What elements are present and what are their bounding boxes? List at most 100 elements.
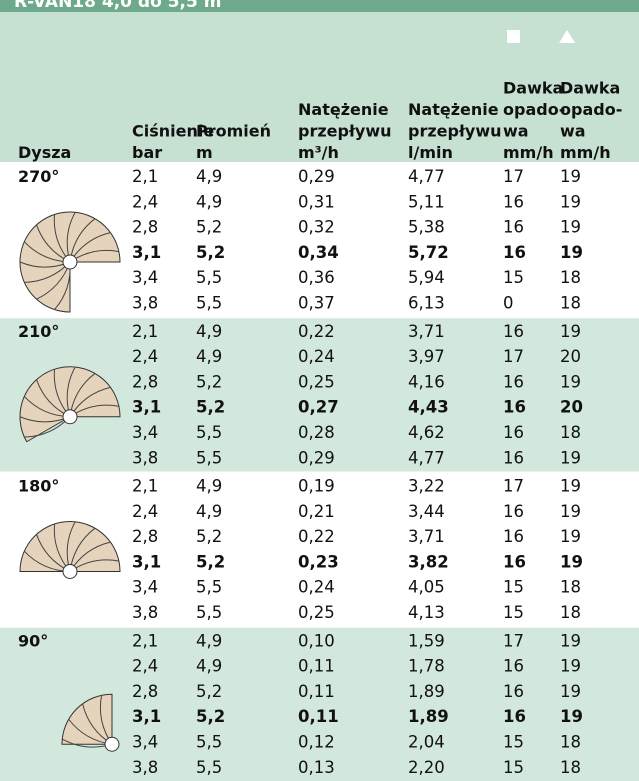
cell: 0,13: [298, 758, 335, 777]
column-header: Natężenie: [408, 100, 499, 119]
cell: 2,8: [132, 527, 158, 546]
triangle-symbol: [559, 30, 575, 43]
cell: 16: [503, 448, 524, 467]
cell: 18: [560, 423, 581, 442]
cell: 2,4: [132, 657, 158, 676]
cell: 4,77: [408, 167, 445, 186]
cell: 5,38: [408, 218, 445, 237]
column-header: m: [196, 143, 213, 162]
cell: 0,22: [298, 527, 335, 546]
cell: 0,27: [298, 398, 339, 417]
cell: 19: [560, 682, 581, 701]
cell: 2,1: [132, 322, 158, 341]
cell: 19: [560, 552, 583, 571]
cell: 4,9: [196, 631, 222, 650]
cell: 15: [503, 578, 524, 597]
cell: 0,24: [298, 578, 335, 597]
cell: 4,9: [196, 322, 222, 341]
cell: 3,1: [132, 552, 161, 571]
cell: 0,36: [298, 268, 335, 287]
cell: 5,5: [196, 578, 222, 597]
cell: 0,25: [298, 372, 335, 391]
cell: 4,77: [408, 448, 445, 467]
cell: 19: [560, 707, 583, 726]
cell: 3,8: [132, 448, 158, 467]
nozzle-icon: [19, 366, 121, 443]
nozzle-label: 90°: [18, 631, 48, 650]
cell: 18: [560, 294, 581, 313]
cell: 18: [560, 578, 581, 597]
cell: 0,34: [298, 243, 339, 262]
cell: 19: [560, 218, 581, 237]
cell: 0,11: [298, 682, 335, 701]
cell: 16: [503, 657, 524, 676]
cell: 4,43: [408, 398, 449, 417]
nozzle-icon: [61, 693, 113, 745]
cell: 4,9: [196, 477, 222, 496]
cell: 2,1: [132, 167, 158, 186]
cell: 0,12: [298, 732, 335, 751]
nozzle-center: [62, 564, 78, 579]
cell: 2,8: [132, 372, 158, 391]
column-header: Dysza: [18, 143, 71, 162]
cell: 0,25: [298, 603, 335, 622]
cell: 16: [503, 372, 524, 391]
cell: 19: [560, 448, 581, 467]
cell: 2,4: [132, 347, 158, 366]
column-header: bar: [132, 143, 162, 162]
cell: 3,8: [132, 758, 158, 777]
cell: 0,31: [298, 192, 335, 211]
cell: 17: [503, 477, 524, 496]
cell: 0,11: [298, 657, 335, 676]
cell: 2,8: [132, 682, 158, 701]
cell: 3,8: [132, 603, 158, 622]
column-header: mm/h: [560, 143, 611, 162]
cell: 5,2: [196, 372, 222, 391]
cell: 2,20: [408, 758, 445, 777]
cell: 5,72: [408, 243, 449, 262]
cell: 15: [503, 268, 524, 287]
cell: 0,24: [298, 347, 335, 366]
column-header: Ciśnienie: [132, 122, 214, 141]
cell: 0,23: [298, 552, 339, 571]
cell: 0: [503, 294, 514, 313]
cell: 4,9: [196, 167, 222, 186]
cell: 19: [560, 631, 581, 650]
title: R-VAN18 4,0 do 5,5 m: [14, 0, 221, 12]
cell: 16: [503, 552, 526, 571]
cell: 3,97: [408, 347, 445, 366]
cell: 3,4: [132, 423, 158, 442]
cell: 19: [560, 192, 581, 211]
column-header: przepływu: [408, 122, 502, 141]
cell: 4,16: [408, 372, 445, 391]
cell: 4,9: [196, 347, 222, 366]
cell: 19: [560, 167, 581, 186]
title-bar: [0, 0, 639, 12]
cell: 4,13: [408, 603, 445, 622]
cell: 5,2: [196, 527, 222, 546]
cell: 0,32: [298, 218, 335, 237]
cell: 5,5: [196, 758, 222, 777]
cell: 17: [503, 347, 524, 366]
cell: 18: [560, 268, 581, 287]
cell: 16: [503, 192, 524, 211]
column-header: l/min: [408, 143, 453, 162]
cell: 19: [560, 372, 581, 391]
cell: 5,5: [196, 423, 222, 442]
cell: 0,37: [298, 294, 335, 313]
cell: 3,1: [132, 243, 161, 262]
cell: 0,10: [298, 631, 335, 650]
column-header: przepływu: [298, 122, 392, 141]
cell: 3,71: [408, 322, 445, 341]
cell: 5,2: [196, 218, 222, 237]
cell: 1,59: [408, 631, 445, 650]
column-header: Promień: [196, 122, 271, 141]
cell: 0,29: [298, 448, 335, 467]
cell: 3,82: [408, 552, 449, 571]
column-header: mm/h: [503, 143, 554, 162]
cell: 15: [503, 732, 524, 751]
cell: 1,78: [408, 657, 445, 676]
cell: 18: [560, 732, 581, 751]
cell: 3,22: [408, 477, 445, 496]
